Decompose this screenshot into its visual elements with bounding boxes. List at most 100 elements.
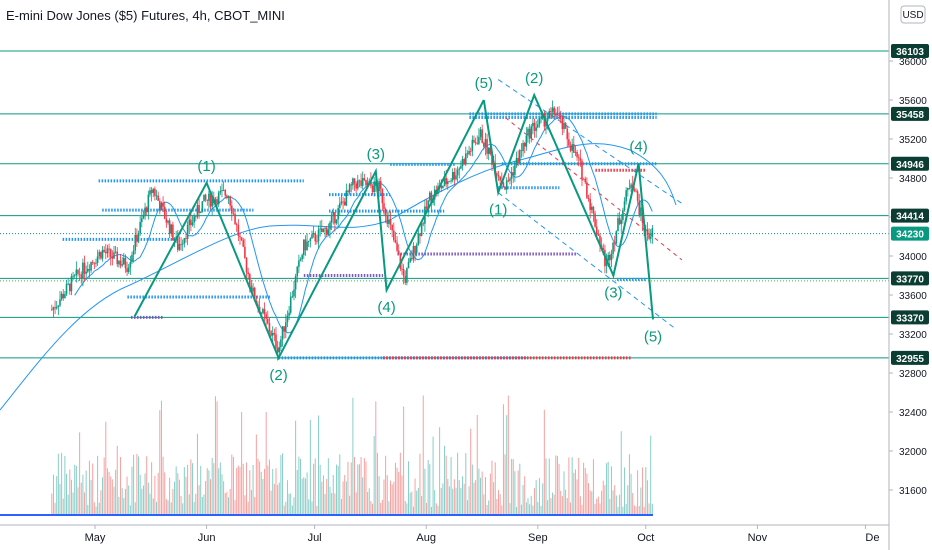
candle-body — [402, 269, 405, 277]
price-axis[interactable]: 3160032000324003280033200336003400034400… — [888, 0, 929, 550]
candle-body — [447, 181, 449, 185]
volume-bar — [347, 461, 349, 515]
x-tick-label: Sep — [528, 532, 548, 544]
candle-body — [123, 257, 125, 265]
volume-bar — [435, 503, 437, 515]
candle-body — [286, 315, 289, 323]
volume-bar — [301, 478, 303, 515]
candle-body — [329, 222, 331, 230]
volume-bar — [409, 492, 411, 515]
volume-bar — [61, 452, 63, 515]
volume-bar — [398, 471, 400, 515]
volume-bar — [604, 485, 606, 515]
candle-body — [227, 196, 230, 199]
candle-body — [420, 223, 423, 236]
volume-bar — [542, 483, 544, 515]
volume-bar — [316, 505, 318, 515]
candle-body — [208, 193, 210, 201]
volume-bar — [481, 471, 483, 515]
volume-bar — [579, 496, 581, 515]
candle-body — [127, 267, 130, 272]
time-axis[interactable]: May Jun Jul Aug Sep Oct Nov De — [0, 524, 889, 544]
candle-body — [352, 178, 354, 186]
candle-body — [443, 177, 446, 186]
candle-body — [267, 318, 269, 324]
candle-body — [550, 111, 552, 112]
volume-bar — [321, 481, 323, 515]
candle-body — [507, 180, 510, 182]
candle-body — [525, 135, 528, 147]
volume-bar — [471, 464, 473, 515]
volume-bar — [290, 493, 292, 515]
volume-bar — [327, 458, 329, 515]
volume-bar — [570, 502, 572, 515]
volume-bar — [543, 409, 545, 515]
candle-body — [335, 219, 338, 224]
candle-body — [613, 242, 616, 244]
candle-body — [401, 268, 403, 270]
volume-bar — [154, 475, 156, 515]
candle-body — [190, 219, 192, 226]
volume-bar — [444, 445, 446, 515]
volume-bar — [522, 485, 524, 515]
candle-body — [106, 248, 109, 254]
candle-body — [627, 188, 629, 191]
candle-body — [484, 139, 487, 147]
candle-body — [386, 215, 389, 224]
candle-body — [609, 254, 611, 261]
volume-bar — [185, 476, 187, 515]
candle-body — [132, 250, 135, 255]
volume-bar — [324, 494, 326, 515]
candle-body — [154, 188, 156, 196]
currency-button[interactable]: USD — [900, 5, 926, 24]
volume-bar — [250, 489, 252, 515]
candle-body — [52, 307, 55, 310]
candle-body — [551, 107, 554, 112]
candle-body — [283, 326, 285, 332]
volume-bar — [95, 506, 97, 515]
volume-bar — [638, 506, 640, 515]
volume-bar — [357, 464, 359, 515]
volume-bar — [105, 421, 107, 515]
volume-bar — [273, 483, 275, 515]
candle-body — [440, 185, 443, 189]
level-label: 32955 — [896, 354, 924, 365]
candle-body — [152, 188, 155, 193]
candle-body — [563, 122, 565, 130]
candle-body — [366, 182, 369, 186]
candle-body — [383, 203, 385, 209]
volume-bar — [193, 501, 195, 515]
volume-bar — [120, 457, 122, 515]
candle-body — [90, 261, 92, 271]
volume-bar — [465, 453, 467, 515]
candle-body — [62, 293, 65, 299]
volume-bar — [97, 455, 99, 515]
volume-bar — [520, 504, 522, 515]
volume-bar — [385, 455, 387, 515]
candle-body — [533, 122, 536, 131]
candle-body — [391, 224, 393, 231]
volume-bar — [524, 476, 526, 515]
candle-body — [324, 227, 326, 229]
candle-body — [373, 181, 375, 192]
candle-body — [278, 347, 281, 353]
candle-body — [589, 198, 591, 210]
candle-body — [170, 224, 173, 234]
candle-body — [327, 229, 330, 235]
candle-body — [530, 126, 533, 139]
candle-body — [340, 201, 343, 204]
volume-bar — [79, 432, 81, 515]
candle-body — [217, 192, 220, 205]
candle-body — [486, 139, 488, 154]
volume-bar — [455, 487, 457, 515]
volume-bar — [255, 434, 257, 515]
volume-bar — [203, 494, 205, 515]
current-price-box — [891, 226, 929, 241]
volume-bar — [187, 464, 189, 515]
candle-body — [136, 234, 138, 242]
candle-body — [72, 275, 74, 277]
volume-bar — [453, 479, 455, 515]
candle-body — [85, 271, 87, 274]
volume-bar — [149, 493, 151, 515]
